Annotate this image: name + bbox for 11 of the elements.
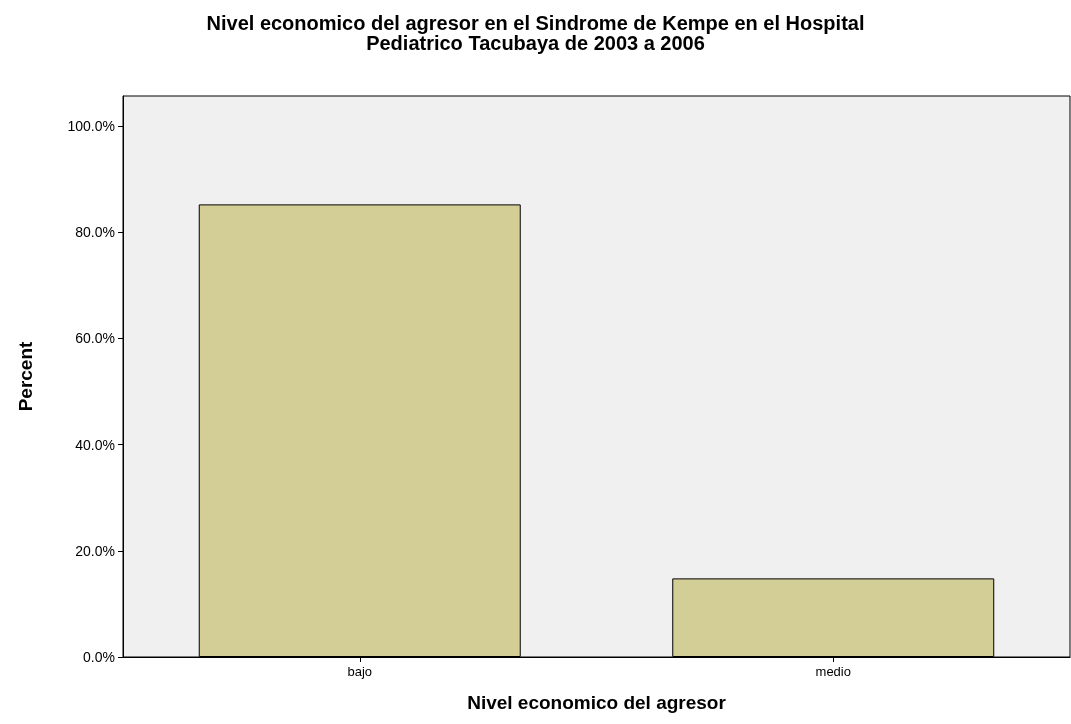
y-tick-label: 100.0%	[67, 117, 115, 134]
x-axis-title: Nivel economico del agresor	[467, 692, 727, 713]
y-tick-label: 20.0%	[75, 542, 115, 559]
y-tick-label: 0.0%	[83, 649, 115, 665]
y-tick-label: 80.0%	[75, 224, 115, 240]
y-tick-label: 40.0%	[75, 436, 115, 453]
chart-title: Nivel economico del agresor en el Sindrome de Kempe en el Hospital Pediatrico Tacubaya de 2003 a 2006	[206, 12, 865, 54]
y-axis-title: Percent	[15, 340, 36, 412]
x-tick-label: bajo	[347, 664, 373, 679]
y-tick-label: 60.0%	[75, 330, 115, 347]
x-tick-label: medio	[815, 664, 851, 679]
